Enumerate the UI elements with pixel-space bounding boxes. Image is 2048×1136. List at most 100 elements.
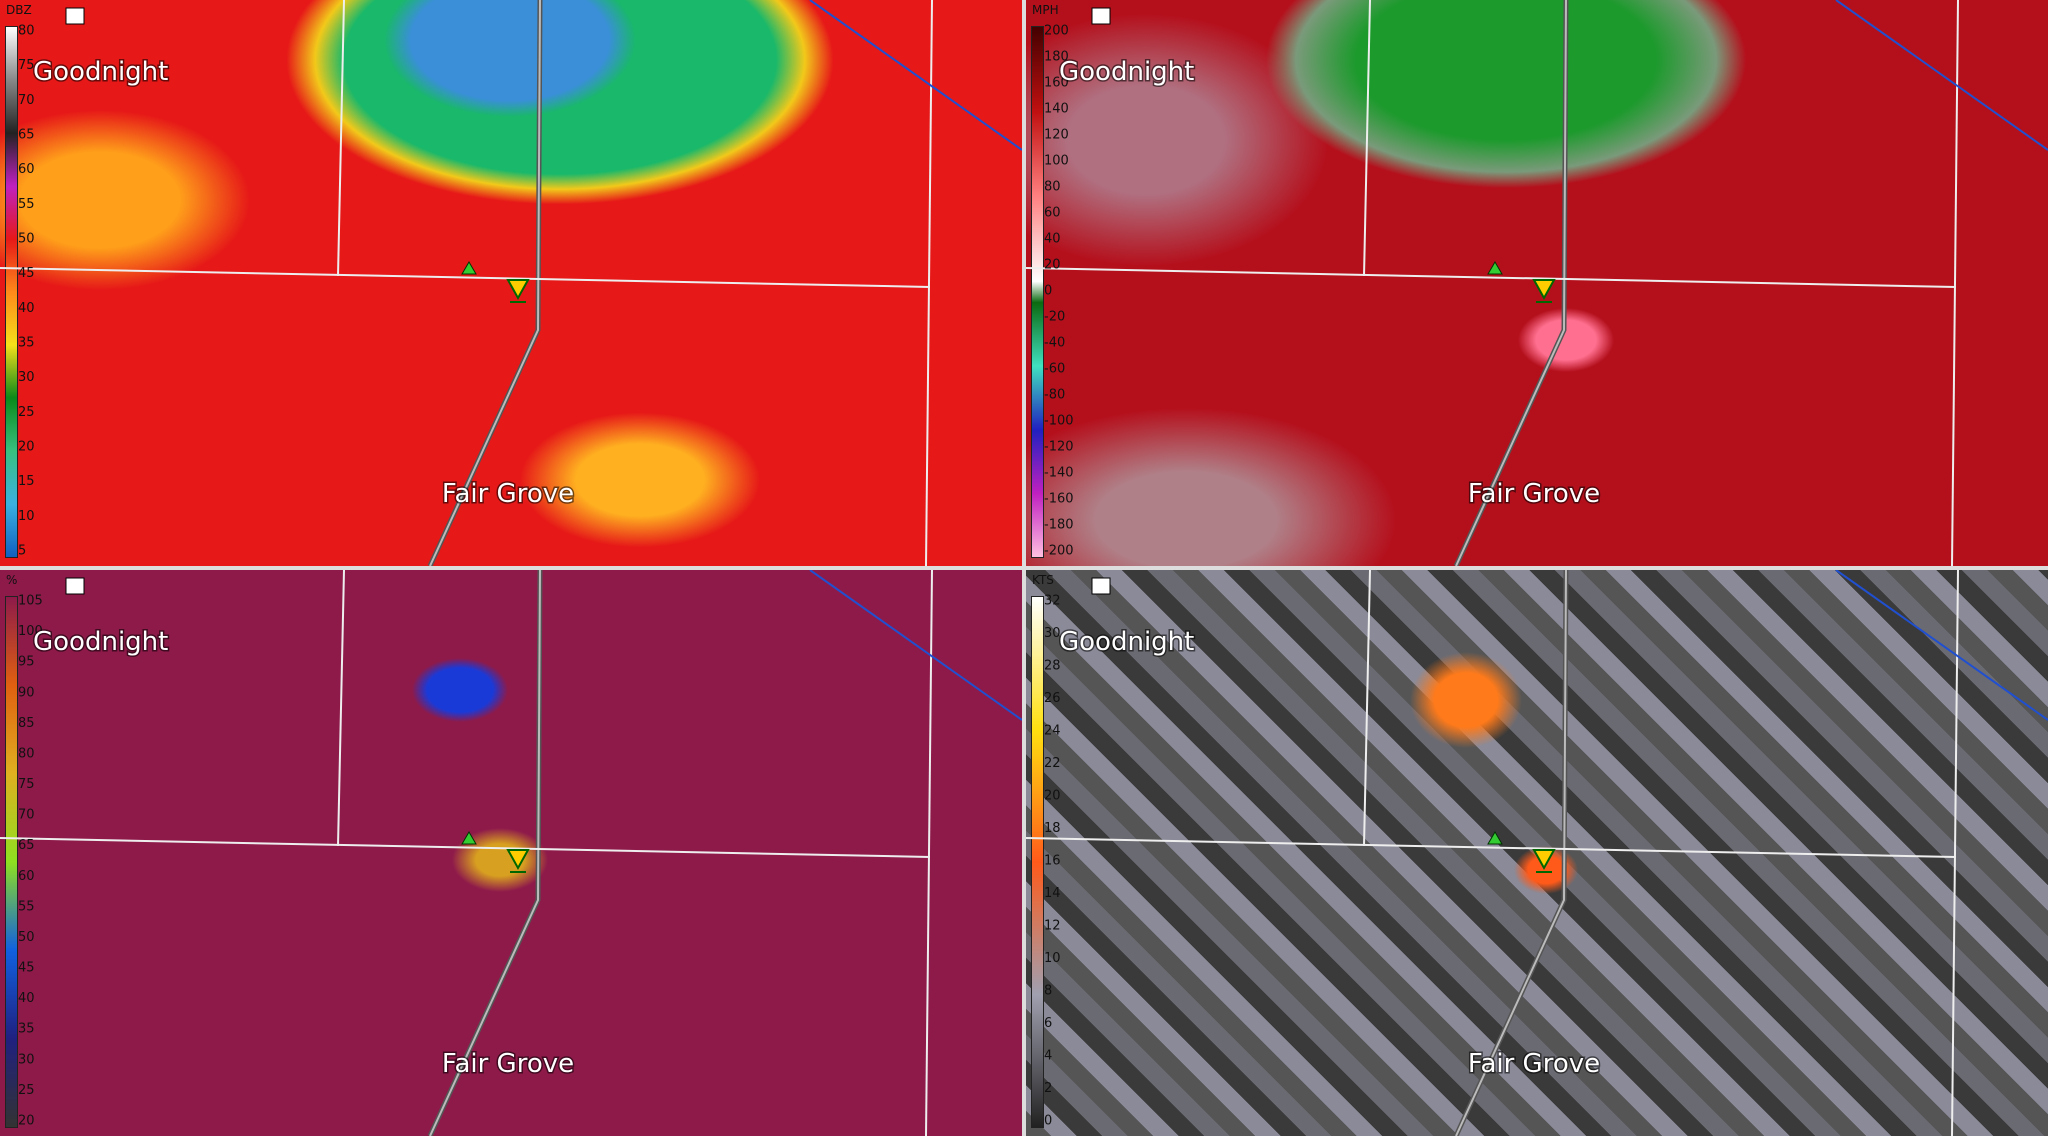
scale-label: 200 [1044,24,1069,39]
place-label: Fair Grove [442,1049,574,1079]
scale-label: 65 [18,838,35,853]
scale-label: 18 [1044,821,1061,836]
scale-label: 60 [18,869,35,884]
tornado-marker [1532,849,1556,873]
scale-label: 2 [1044,1081,1052,1096]
panel-overlay: MPH200180160140120100806040200-20-40-60-… [1026,0,2048,566]
scale-label: 25 [18,405,35,420]
radar-panel: KTS 32 30 28 26 24 22 20 18 16 14 12 10 8 6 4 2 0 Goodnigh… [1026,570,2048,1136]
scale-label: 26 [1044,691,1061,706]
tornado-marker [1532,279,1556,303]
scale-label: 30 [18,370,35,385]
layer-icon [65,577,85,595]
road [1363,570,1371,847]
scale-label: 65 [18,128,35,143]
scale-label: 70 [18,808,35,823]
scale-label: 24 [1044,724,1061,739]
scale-label: 45 [18,961,35,976]
place-label: Fair Grove [442,479,574,509]
scale-label: 85 [18,716,35,731]
radar-panel: MPH 200 180 160 140 120 100 80 60 40 20 0 -20 -40 -60-… [1026,0,2048,566]
scale-label: -60 [1044,362,1065,377]
place-label: Goodnight [1059,627,1194,657]
scale-label: 55 [18,899,35,914]
scale-label: -200 [1044,544,1074,559]
scale-label: 140 [1044,102,1069,117]
radar-panel: DBZ 80 75 70 65 60 55 50 45 40 35 30 25 20 15 10 5 Goodni… [0,0,1022,566]
scale-label: 20 [18,440,35,455]
panel-overlay: KTS32302826242220181614121086420Goodnigh… [1026,570,2048,1136]
scale-label: 95 [18,655,35,670]
scale-label: 60 [18,162,35,177]
scale-label: 20 [1044,789,1061,804]
scale-label: 70 [18,93,35,108]
road [1951,570,1959,1136]
road [337,570,345,847]
highway [429,0,541,566]
scale-label: 80 [18,24,35,39]
scale-label: 40 [18,301,35,316]
scale-label: 75 [18,58,35,73]
tornado-marker [506,849,530,873]
layer-icon [1091,7,1111,25]
scale-label: 4 [1044,1049,1052,1064]
scale-label: -40 [1044,336,1065,351]
scale-unit: KTS [1032,573,1054,587]
highway [429,570,541,1136]
scale-label: 180 [1044,50,1069,65]
scale-label: 22 [1044,756,1061,771]
scale-label: 50 [18,930,35,945]
scale-label: 14 [1044,886,1061,901]
place-label: Fair Grove [1468,479,1600,509]
scale-label: 16 [1044,854,1061,869]
scale-label: 10 [18,509,35,524]
panel-overlay: DBZ 80 75 70 65 60 55 50 45 40 35 30 25 20 15 10 5 Goodni… [0,0,1022,566]
scale-unit: % [6,573,17,587]
scale-label: 25 [18,1083,35,1098]
spotter-marker [461,261,477,275]
road [925,570,933,1136]
scale-label: 45 [18,266,35,281]
place-label: Goodnight [1059,57,1194,87]
scale-label: 30 [18,1052,35,1067]
tornado-marker [506,279,530,303]
color-scale-bar [1031,26,1044,558]
scale-label: 15 [18,474,35,489]
scale-label: 20 [18,1114,35,1129]
scale-label: 75 [18,777,35,792]
scale-label: 0 [1044,284,1052,299]
place-label: Goodnight [33,57,168,87]
scale-label: -180 [1044,518,1074,533]
road [0,267,931,288]
spotter-marker [1487,831,1503,845]
scale-label: 100 [18,624,43,639]
scale-label: 120 [1044,128,1069,143]
layer-icon [65,7,85,25]
scale-label: 20 [1044,258,1061,273]
scale-label: 55 [18,197,35,212]
county-line [809,0,1022,151]
scale-label: 12 [1044,919,1061,934]
scale-label: -140 [1044,466,1074,481]
scale-label: -100 [1044,414,1074,429]
highway [1455,570,1567,1136]
scale-label: 90 [18,685,35,700]
scale-label: -120 [1044,440,1074,455]
scale-label: 28 [1044,659,1061,674]
radar-panel: % 105 100 95 90 85 80 75 70 65 60 55 50 45 40 35 30 25 20 G… [0,570,1022,1136]
scale-label: 5 [18,544,26,559]
road [337,0,345,277]
road [925,0,933,566]
road [1363,0,1371,277]
highway [1455,0,1567,566]
scale-label: -160 [1044,492,1074,507]
scale-label: -80 [1044,388,1065,403]
scale-label: 35 [18,336,35,351]
spotter-marker [1487,261,1503,275]
county-line [1835,570,2048,721]
scale-label: 160 [1044,76,1069,91]
scale-label: 80 [18,746,35,761]
spotter-marker [461,831,477,845]
color-scale-bar [1031,596,1044,1128]
